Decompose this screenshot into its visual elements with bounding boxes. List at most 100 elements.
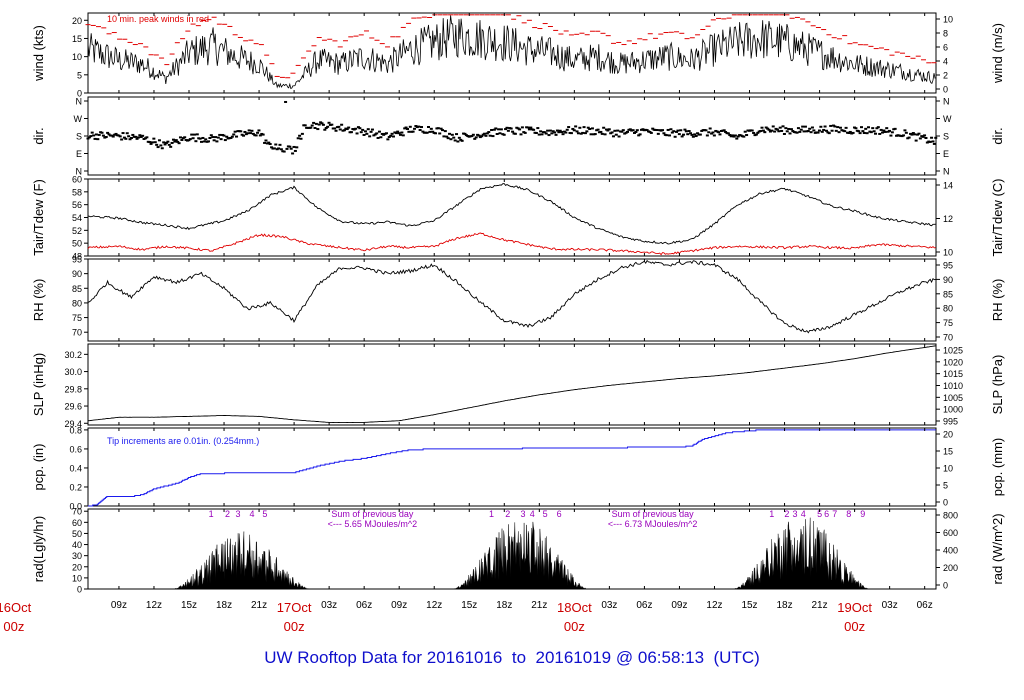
- y2-tick-label: 1015: [943, 369, 963, 379]
- hour-tick-label: 03z: [321, 600, 337, 611]
- y-tick-label: 20: [72, 562, 82, 572]
- panel-pcp: 0.0 0.2 0.4 0.6 0.8 0 5 10 15 20 pcp. (in) pcp. (mm…: [31, 425, 1005, 511]
- y2-tick-label: 80: [943, 304, 953, 314]
- day-label: 16Oct: [0, 600, 32, 615]
- daily-sum-value: <--- 5.65 MJoules/m^2: [328, 519, 418, 529]
- hour-tick-label: 18z: [776, 600, 792, 611]
- y-tick-label: 52: [72, 226, 82, 236]
- daily-sum-value: <--- 6.73 MJoules/m^2: [608, 519, 698, 529]
- hour-marker: 9: [860, 509, 865, 519]
- footer-prefix: UW Rooftop Data for: [264, 648, 423, 667]
- hour-tick-label: 15z: [461, 600, 477, 611]
- hour-tick-label: 03z: [601, 600, 617, 611]
- y2-tick-label: 1025: [943, 346, 963, 356]
- hour-marker: 5: [817, 509, 822, 519]
- y-tick-label: 90: [72, 269, 82, 279]
- y-tick-label: 56: [72, 200, 82, 210]
- y-tick-label: 0: [77, 585, 82, 595]
- tair-line: [87, 183, 936, 245]
- day-hour-label: 00z: [564, 619, 585, 634]
- hour-marker: 4: [530, 509, 535, 519]
- y2-tick-label: 1020: [943, 357, 963, 367]
- y2-axis-title: SLP (hPa): [990, 355, 1005, 415]
- y-tick-label: 10: [72, 52, 82, 62]
- hour-marker: 1: [489, 509, 494, 519]
- y-tick-label: 80: [72, 298, 82, 308]
- hour-marker: 6: [824, 509, 829, 519]
- hour-tick-label: 03z: [882, 600, 898, 611]
- y-tick-label: 50: [72, 529, 82, 539]
- y-tick-label: 29.6: [64, 402, 82, 412]
- hour-marker: 2: [784, 509, 789, 519]
- y2-tick-label: 400: [943, 546, 958, 556]
- hour-tick-label: 21z: [531, 600, 547, 611]
- peak-wind-note: 10 min. peak winds in red: [107, 14, 209, 24]
- y2-tick-label: 70: [943, 333, 953, 343]
- y2-tick-label: 90: [943, 275, 953, 285]
- radiation-day-2: [452, 521, 589, 590]
- y2-tick-label: 10: [943, 464, 953, 474]
- y2-tick-label: E: [943, 149, 949, 159]
- y-tick-label: 40: [72, 540, 82, 550]
- tip-increment-note: Tip increments are 0.01in. (0.254mm.): [107, 436, 259, 446]
- hour-tick-label: 18z: [216, 600, 232, 611]
- hour-tick-label: 15z: [181, 600, 197, 611]
- y-axis-title: RH (%): [31, 279, 46, 322]
- hour-tick-label: 06z: [636, 600, 652, 611]
- y2-tick-label: 0: [943, 85, 948, 95]
- y2-tick-label: 8: [943, 29, 948, 39]
- day-label: 17Oct: [277, 600, 312, 615]
- y2-tick-label: 14: [943, 181, 953, 191]
- hour-tick-label: 18z: [496, 600, 512, 611]
- hour-tick-label: 21z: [251, 600, 267, 611]
- y-tick-label: 30.0: [64, 367, 82, 377]
- y-tick-label: 70: [72, 507, 82, 517]
- precip-line: [88, 429, 936, 507]
- y-tick-label: 5: [77, 70, 82, 80]
- y2-tick-label: 1000: [943, 405, 963, 415]
- y-tick-label: 60: [72, 518, 82, 528]
- panel-frame: [87, 12, 937, 94]
- y2-tick-label: 5: [943, 481, 948, 491]
- hour-marker: 2: [225, 509, 230, 519]
- hour-tick-label: 12z: [426, 600, 442, 611]
- y-tick-label: 0.8: [69, 425, 82, 435]
- y2-tick-label: 95: [943, 261, 953, 271]
- y-tick-label: 50: [72, 239, 82, 249]
- panel-slp: 29.4 29.6 29.8 30.0 30.2 995 1000 1005 1010 1015 1…: [31, 343, 1005, 429]
- day-hour-label: 00z: [844, 619, 865, 634]
- y2-tick-label: 200: [943, 563, 958, 573]
- y2-tick-label: 800: [943, 511, 958, 521]
- day-label: 19Oct: [837, 600, 872, 615]
- panel-temp: 48 50 52 54 56 58 60 10 12 14 Tair/Tdew (F) Tair/Td…: [31, 175, 1005, 262]
- panel-frame: [87, 343, 937, 426]
- hour-tick-label: 21z: [812, 600, 828, 611]
- wind-speed-line: [87, 15, 936, 90]
- y-tick-label: 10: [72, 573, 82, 583]
- y-tick-label: N: [76, 167, 83, 177]
- y2-tick-label: 1005: [943, 393, 963, 403]
- radiation-day-3: [733, 517, 870, 590]
- hour-tick-label: 12z: [146, 600, 162, 611]
- y-tick-label: 48: [72, 252, 82, 262]
- y-tick-label: 0.4: [69, 463, 82, 473]
- y-tick-label: 0.6: [69, 444, 82, 454]
- footer-at: @: [615, 648, 634, 667]
- daily-sum-title: Sum of previous day: [612, 509, 695, 519]
- panel-frame: [87, 96, 937, 176]
- y2-tick-label: 2: [943, 71, 948, 81]
- y-axis-title: dir.: [31, 127, 46, 144]
- footer-caption: UW Rooftop Data for 20161016 to 20161019…: [0, 648, 1024, 668]
- y2-tick-label: 15: [943, 447, 953, 457]
- hour-marker: 1: [209, 509, 214, 519]
- y-tick-label: 30: [72, 551, 82, 561]
- y2-axis-title: pcp. (mm): [990, 438, 1005, 497]
- y2-tick-label: 1010: [943, 381, 963, 391]
- panel-rh: 70 75 80 85 90 95 70 75 80 85 90 95 RH (%) RH (%): [31, 255, 1005, 343]
- y2-tick-label: 600: [943, 528, 958, 538]
- y2-axis-title: Tair/Tdew (C): [990, 178, 1005, 256]
- y2-tick-label: 0: [943, 498, 948, 508]
- y-tick-label: 29.4: [64, 419, 82, 429]
